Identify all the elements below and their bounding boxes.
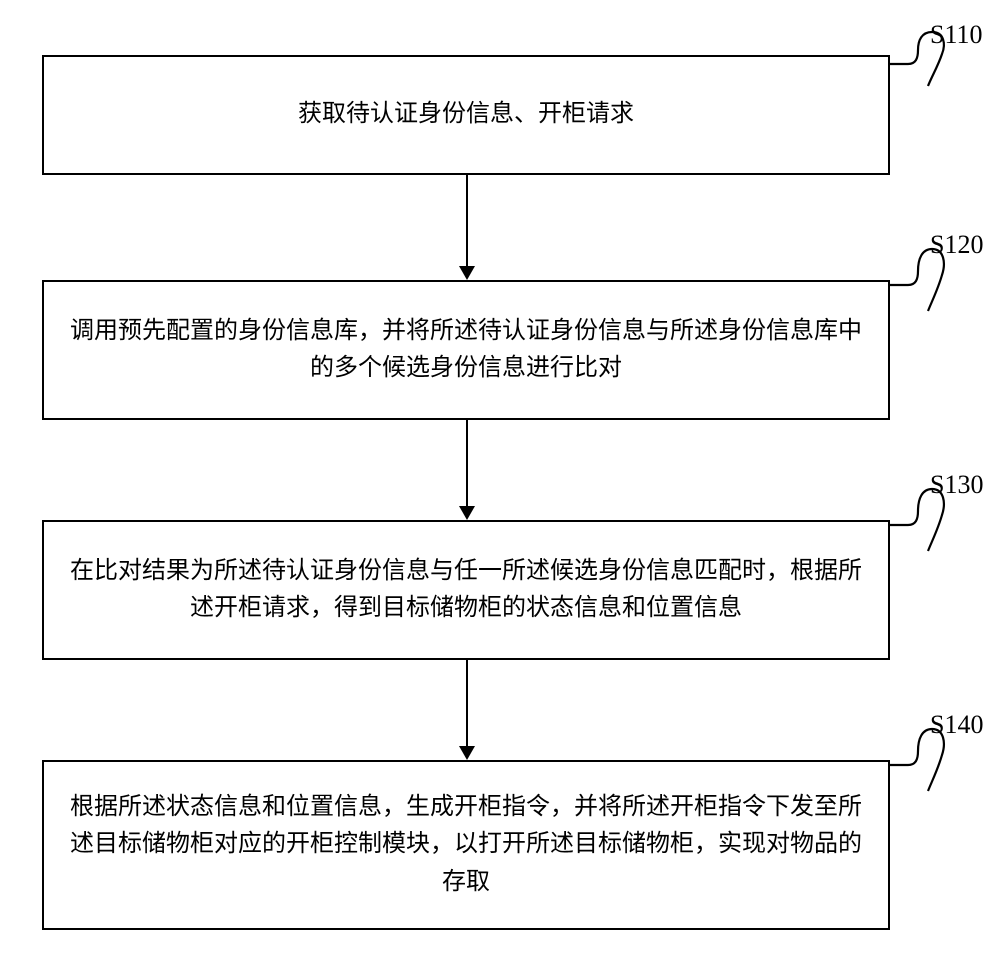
step-label-s130: S130 xyxy=(930,470,983,500)
step-label-s120: S120 xyxy=(930,230,983,260)
flow-node-s120: 调用预先配置的身份信息库，并将所述待认证身份信息与所述身份信息库中的多个候选身份… xyxy=(42,280,890,420)
edge-s130-s140 xyxy=(466,660,468,746)
flow-node-s110: 获取待认证身份信息、开柜请求 xyxy=(42,55,890,175)
edge-head-s130-s140 xyxy=(459,746,475,760)
flow-node-text: 获取待认证身份信息、开柜请求 xyxy=(298,96,634,133)
step-label-s110: S110 xyxy=(930,20,983,50)
flow-node-text: 调用预先配置的身份信息库，并将所述待认证身份信息与所述身份信息库中的多个候选身份… xyxy=(64,313,868,387)
flow-node-s140: 根据所述状态信息和位置信息，生成开柜指令，并将所述开柜指令下发至所述目标储物柜对… xyxy=(42,760,890,930)
edge-head-s120-s130 xyxy=(459,506,475,520)
edge-s120-s130 xyxy=(466,420,468,506)
flow-node-text: 在比对结果为所述待认证身份信息与任一所述候选身份信息匹配时，根据所述开柜请求，得… xyxy=(64,553,868,627)
flow-node-text: 根据所述状态信息和位置信息，生成开柜指令，并将所述开柜指令下发至所述目标储物柜对… xyxy=(64,789,868,901)
flow-node-s130: 在比对结果为所述待认证身份信息与任一所述候选身份信息匹配时，根据所述开柜请求，得… xyxy=(42,520,890,660)
edge-head-s110-s120 xyxy=(459,266,475,280)
step-label-s140: S140 xyxy=(930,710,983,740)
edge-s110-s120 xyxy=(466,175,468,266)
flowchart-canvas: 获取待认证身份信息、开柜请求 S110 调用预先配置的身份信息库，并将所述待认证… xyxy=(0,0,1000,970)
